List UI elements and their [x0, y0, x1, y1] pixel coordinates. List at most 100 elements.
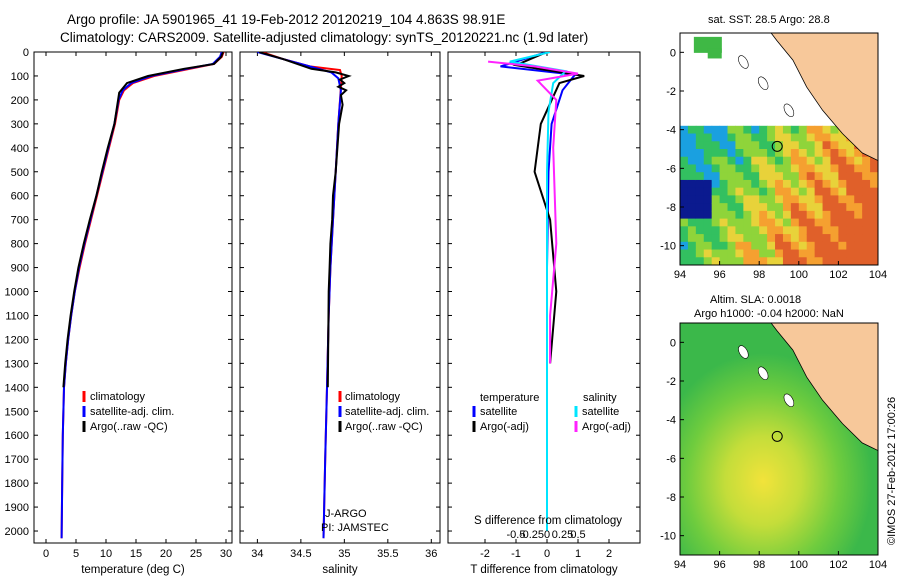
sst-cell [790, 249, 800, 258]
sst-cell [782, 125, 792, 135]
sst-cell [743, 226, 752, 235]
sst-cell [782, 141, 792, 150]
sst-cell [798, 195, 808, 204]
sst-cell [814, 257, 824, 265]
sst-cell [822, 125, 831, 135]
sst-cell [767, 203, 776, 212]
sst-cell [719, 187, 729, 196]
sst-cell [759, 172, 768, 181]
sst-cell [814, 149, 824, 158]
sst-cell [790, 187, 800, 196]
sst-cell [680, 257, 689, 265]
sst-cell [759, 149, 768, 158]
sst-cell [830, 156, 839, 165]
sst-cell [735, 203, 744, 212]
island-2 [783, 103, 795, 118]
sst-cell [687, 164, 697, 173]
sst-cell [846, 234, 855, 243]
sst-cell [727, 125, 736, 135]
y-tick-label: 1900 [5, 502, 29, 514]
sst-cell [814, 141, 824, 150]
sst-cell [798, 203, 808, 212]
sst-cell [790, 172, 800, 181]
sst-cell [782, 195, 792, 204]
sst-cell [798, 241, 808, 251]
sst-cell [727, 249, 736, 258]
sst-cell [782, 226, 792, 235]
title-line-2: Climatology: CARS2009. Satellite-adjuste… [60, 30, 588, 45]
sst-cell [814, 172, 824, 181]
sst-cell [727, 241, 736, 251]
sst-cell [854, 210, 863, 220]
sst-cell [703, 125, 713, 135]
sst-cell [743, 125, 752, 135]
sst-cell [743, 156, 752, 165]
island-1 [757, 366, 769, 380]
sst-cell [775, 210, 784, 220]
sst-cell [862, 234, 871, 243]
plot-frame [33, 51, 233, 544]
y-tick-label: 1800 [5, 478, 29, 490]
y-tick-label: -6 [666, 163, 676, 175]
sst-cell [862, 249, 871, 258]
y-tick-label: 400 [11, 143, 29, 155]
sst-cell [743, 149, 752, 158]
y-tick-label: 1200 [5, 334, 29, 346]
island-2 [783, 393, 795, 408]
sst-cell [782, 234, 792, 243]
sst-cell [711, 125, 721, 135]
sst-cell [727, 133, 736, 142]
sst-cell [767, 226, 776, 235]
legend-title-salinity: salinity [583, 392, 617, 404]
sst-cell [790, 241, 800, 251]
y-tick-label: 0 [670, 337, 676, 349]
sst-cell [870, 179, 878, 189]
sst-cell [767, 249, 776, 258]
sst-cell [695, 210, 705, 220]
sst-cell [751, 195, 760, 204]
sst-cell [846, 226, 855, 235]
legend-label-1: Argo(-adj) [480, 421, 529, 433]
sst-cell [751, 149, 760, 158]
sst-cell [814, 125, 824, 135]
sst-cell [790, 133, 800, 142]
sst-cell [870, 257, 878, 265]
annotation-pi: PI: JAMSTEC [321, 522, 389, 534]
sst-cell [735, 149, 744, 158]
sst-cell [711, 234, 721, 243]
sst-cell [743, 218, 752, 227]
sst-cell [680, 179, 689, 189]
legend-label-0: satellite [480, 406, 517, 418]
sst-cell [854, 203, 863, 212]
sst-cell [782, 133, 792, 142]
sst-cell [727, 203, 736, 212]
sst-cell [711, 141, 721, 150]
sst-cell [735, 156, 744, 165]
sst-cell [707, 48, 722, 59]
sst-cell [830, 125, 839, 135]
sst-cell [703, 179, 713, 189]
sst-cell [751, 172, 760, 181]
sst-cell [743, 210, 752, 220]
island-0 [738, 345, 749, 359]
y-tick-label: -2 [666, 86, 676, 98]
sst-cell [727, 257, 736, 265]
sst-cell [782, 241, 792, 251]
y-tick-label: 700 [11, 215, 29, 227]
sst-cell [806, 141, 816, 150]
y-tick-label: 1700 [5, 454, 29, 466]
sst-cell [727, 226, 736, 235]
sst-cell [822, 257, 831, 265]
x-tick-label: 34.5 [290, 548, 311, 560]
sst-cell [743, 203, 752, 212]
sst-cell [822, 218, 831, 227]
sst-cell [680, 149, 689, 158]
sst-cell [680, 241, 689, 251]
sst-cell [806, 133, 816, 142]
x-tick-label: 96 [713, 559, 725, 571]
sst-cell [703, 187, 713, 196]
x2-tick-label: 0 [544, 529, 550, 541]
sst-cell [703, 234, 713, 243]
sst-cell [759, 125, 768, 135]
sst-cell [695, 241, 705, 251]
